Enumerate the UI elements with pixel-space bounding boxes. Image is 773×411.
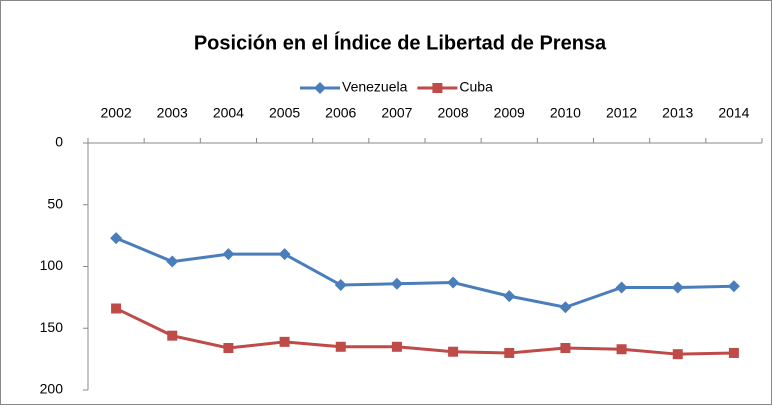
legend-label: Venezuela	[342, 79, 408, 95]
x-tick-label: 2013	[662, 105, 693, 121]
point	[390, 277, 403, 290]
point	[391, 341, 402, 352]
point	[166, 255, 179, 268]
point	[222, 248, 235, 261]
x-tick-label: 2012	[606, 105, 637, 121]
chart-title: Posición en el Índice de Libertad de Pre…	[194, 31, 607, 54]
point	[432, 83, 443, 93]
point	[111, 303, 122, 314]
point	[503, 290, 516, 303]
series-line	[115, 307, 734, 356]
x-tick-label: 2008	[438, 105, 469, 121]
x-tick-label: 2005	[269, 105, 300, 121]
x-tick-label: 2002	[101, 105, 132, 121]
point	[448, 346, 459, 357]
point	[728, 347, 739, 358]
point	[447, 276, 460, 289]
point	[314, 82, 326, 94]
x-tick-label: 2009	[494, 105, 525, 121]
point	[278, 248, 291, 261]
point	[671, 281, 684, 294]
point	[279, 336, 290, 347]
point	[616, 344, 627, 355]
y-tick-label: 0	[55, 134, 63, 150]
x-tick-label: 2010	[550, 105, 581, 121]
point	[504, 347, 515, 358]
point	[167, 330, 178, 341]
point	[560, 343, 571, 354]
series-line	[115, 236, 734, 309]
point	[110, 232, 123, 245]
point	[615, 281, 628, 294]
x-tick-label: 2004	[213, 105, 244, 121]
y-tick-label: 100	[40, 257, 64, 273]
x-tick-label: 2006	[325, 105, 356, 121]
point	[334, 279, 347, 292]
point	[335, 341, 346, 352]
y-tick-label: 50	[47, 195, 63, 211]
y-tick-label: 150	[40, 319, 64, 335]
point	[559, 301, 572, 314]
point	[672, 349, 683, 360]
y-tick-label: 200	[40, 381, 64, 397]
x-tick-label: 2007	[381, 105, 412, 121]
x-tick-label: 2014	[718, 105, 749, 121]
x-tick-label: 2003	[157, 105, 188, 121]
legend-label: Cuba	[459, 79, 493, 95]
point	[223, 343, 234, 354]
point	[727, 280, 740, 293]
